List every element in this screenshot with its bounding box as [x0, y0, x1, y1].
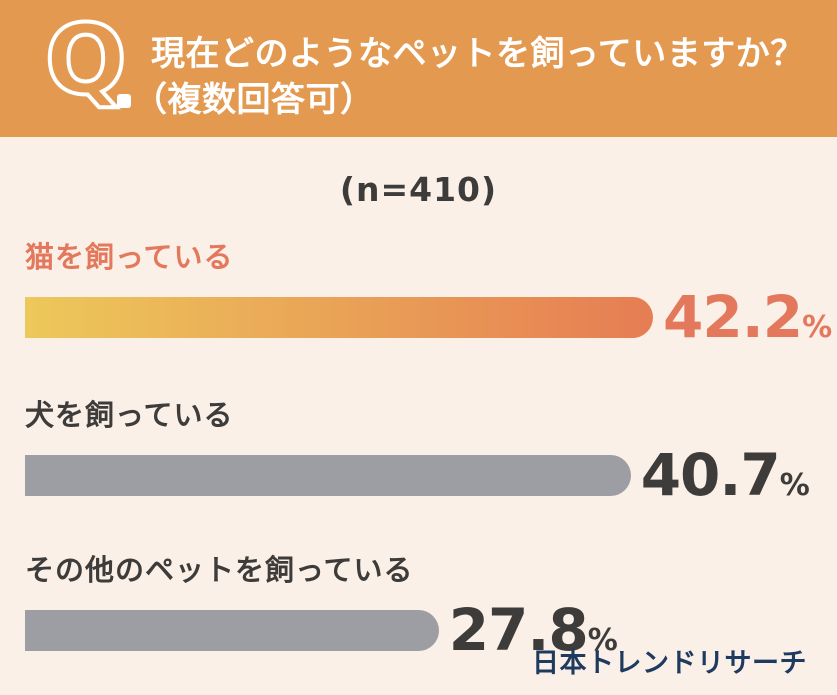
q-mark: Q [43, 8, 145, 124]
question-text-line2: （複数回答可） [133, 80, 375, 120]
bar-row-other-pet: その他のペットを飼っている 27.8% [0, 547, 837, 659]
bar [25, 296, 653, 338]
bar-value: 40.7% [641, 446, 810, 504]
bar-line: 42.2% [25, 288, 837, 346]
sample-size-label: (n=410) [339, 170, 498, 209]
bar-value: 27.8% [449, 601, 618, 659]
bar [25, 454, 631, 496]
bar-value: 42.2% [663, 288, 832, 346]
percent-sign: % [779, 468, 810, 503]
q-letter: Q [43, 4, 129, 116]
brand-logo: 日本トレンドリサーチ [532, 648, 807, 679]
bar-value-number: 27.8 [448, 596, 589, 664]
bar-row-cat: 猫を飼っている 42.2% [0, 234, 837, 346]
bar-line: 27.8% [25, 601, 837, 659]
bar-label: 犬を飼っている [25, 398, 234, 432]
percent-sign: % [587, 623, 618, 658]
question-header: Q 現在どのようなペットを飼っていますか？ （複数回答可） [0, 0, 837, 137]
bar-label: その他のペットを飼っている [25, 553, 414, 587]
question-text-line1: 現在どのようなペットを飼っていますか？ [151, 34, 805, 74]
bar-label: 猫を飼っている [25, 240, 234, 274]
bar [25, 609, 439, 651]
percent-sign: % [802, 310, 833, 345]
bar-value-number: 42.2 [663, 283, 803, 351]
bar-row-dog: 犬を飼っている 40.7% [0, 392, 837, 504]
q-period-dot [117, 94, 131, 108]
bar-value-number: 40.7 [640, 441, 781, 509]
bar-line: 40.7% [25, 446, 837, 504]
